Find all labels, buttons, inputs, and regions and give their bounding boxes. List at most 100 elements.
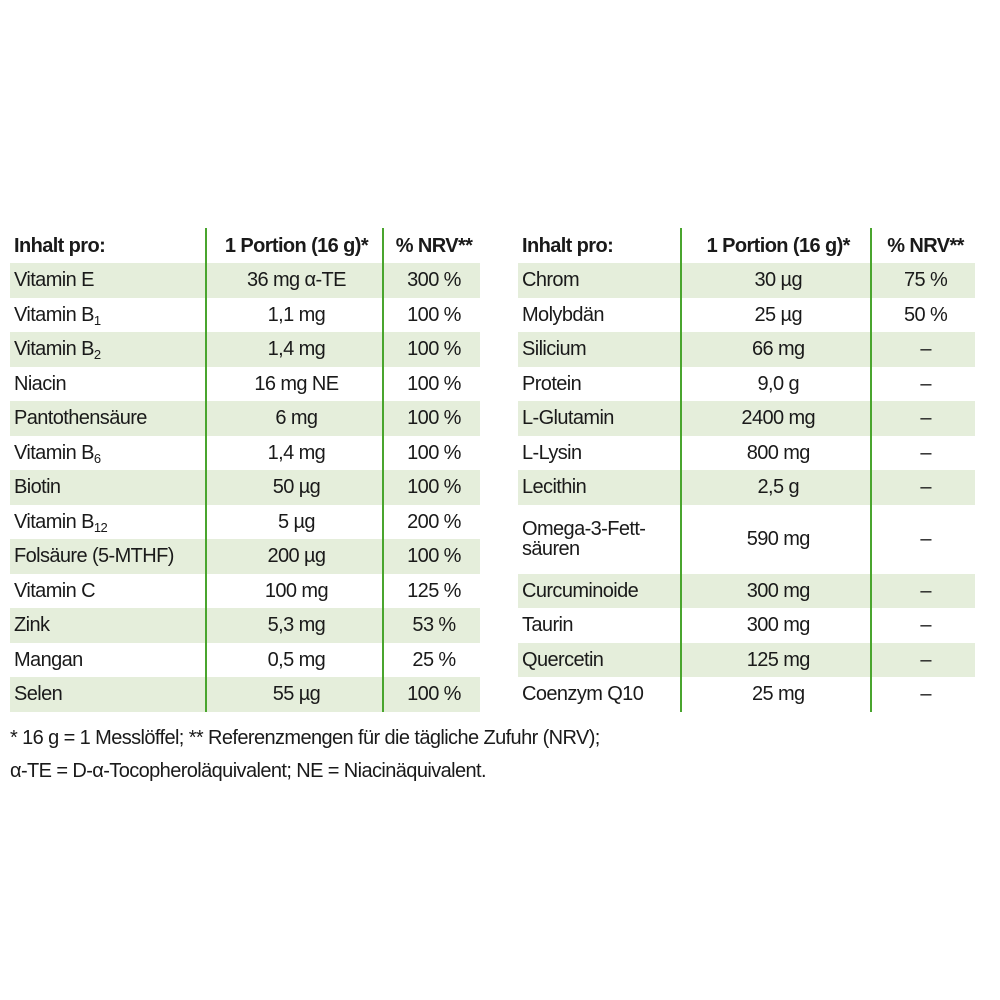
nutrient-name: Biotin <box>14 476 61 499</box>
amount-cell: 125 mg <box>680 642 872 677</box>
table-row: Biotin 50 µg 100 % <box>10 470 480 505</box>
nutrient-cell: Folsäure (5-MTHF) <box>10 539 206 574</box>
table-row: L-Glutamin 2400 mg – <box>518 401 975 436</box>
nutrient-cell: Niacin <box>10 367 206 402</box>
nrv-cell: 100 % <box>382 677 480 712</box>
nrv-cell: 50 % <box>870 297 975 332</box>
nutrient-subscript: 1 <box>93 312 101 328</box>
nutrient-cell: Vitamin B6 <box>10 436 206 471</box>
amount-cell: 300 mg <box>680 608 872 643</box>
amount-cell: 9,0 g <box>680 366 872 401</box>
header-nrv: % NRV** <box>870 228 975 263</box>
nrv-cell: – <box>870 332 975 367</box>
nutrient-cell: Taurin <box>518 608 681 643</box>
header-content: Inhalt pro: <box>14 234 106 257</box>
nutrient-name: Mangan <box>14 648 83 671</box>
header-content: Inhalt pro: <box>522 234 614 257</box>
nutrient-cell: Coenzym Q10 <box>518 677 681 712</box>
nutrient-cell: L-Glutamin <box>518 401 682 436</box>
nrv-cell: 100 % <box>382 297 480 332</box>
amount-cell: 800 mg <box>680 435 872 470</box>
nutrient-cell: Omega-3-Fett-säuren <box>518 505 681 574</box>
nrv-cell: 125 % <box>382 573 480 608</box>
nutrient-cell: Curcuminoide <box>518 573 682 608</box>
table-row: Vitamin B2 1,4 mg 100 % <box>10 332 480 367</box>
nutrition-table-right: Inhalt pro: 1 Portion (16 g)* % NRV** Ch… <box>518 228 975 712</box>
nrv-cell: 100 % <box>382 401 480 436</box>
footnote: * 16 g = 1 Messlöffel; ** Referenzmengen… <box>10 722 600 788</box>
nutrient-cell: Mangan <box>10 643 206 678</box>
nrv-cell: – <box>870 677 975 712</box>
nrv-cell: – <box>870 504 975 574</box>
table-row: Taurin 300 mg – <box>518 608 975 643</box>
amount-cell: 6 mg <box>204 401 384 436</box>
amount-cell: 200 µg <box>204 539 384 574</box>
amount-cell: 36 mg α-TE <box>204 263 384 298</box>
amount-cell: 100 mg <box>204 573 384 608</box>
amount-cell: 1,1 mg <box>204 297 384 332</box>
amount-cell: 5 µg <box>204 504 384 539</box>
nutrient-name: Lecithin <box>522 476 587 499</box>
nrv-cell: 100 % <box>382 539 480 574</box>
nutrition-table-left: Inhalt pro: 1 Portion (16 g)* % NRV** Vi… <box>10 228 480 712</box>
nutrient-name: Pantothensäure <box>14 407 147 430</box>
amount-cell: 55 µg <box>204 677 384 712</box>
nutrient-name: Vitamin B <box>14 338 94 361</box>
header-portion: 1 Portion (16 g)* <box>204 228 384 263</box>
table-row: Coenzym Q10 25 mg – <box>518 677 975 712</box>
nutrient-cell: L-Lysin <box>518 436 681 471</box>
table-row: Chrom 30 µg 75 % <box>518 263 975 298</box>
table-row: Vitamin B6 1,4 mg 100 % <box>10 435 480 471</box>
nutrient-name-cont: säuren <box>522 538 580 560</box>
nutrient-name: Folsäure (5-MTHF) <box>14 545 174 568</box>
amount-cell: 590 mg <box>680 504 872 574</box>
table-row: Mangan 0,5 mg 25 % <box>10 642 480 678</box>
nutrient-cell: Vitamin B12 <box>10 505 206 540</box>
nutrient-name: Niacin <box>14 372 67 395</box>
nutrient-cell: Quercetin <box>518 642 682 677</box>
nutrient-name: Selen <box>14 683 63 706</box>
nutrient-name: Vitamin C <box>14 579 96 602</box>
nrv-cell: – <box>870 573 975 608</box>
nutrient-cell: Zink <box>10 608 206 643</box>
amount-cell: 50 µg <box>204 470 384 505</box>
nrv-cell: – <box>870 366 975 401</box>
nrv-cell: 100 % <box>382 435 480 470</box>
amount-cell: 300 mg <box>680 573 872 608</box>
table-row: Omega-3-Fett-säuren 590 mg – <box>518 504 975 574</box>
nutrient-name: Quercetin <box>522 648 604 671</box>
nrv-cell: – <box>870 401 975 436</box>
table-row: Vitamin B12 5 µg 200 % <box>10 504 480 540</box>
nutrient-name: Taurin <box>522 614 573 637</box>
amount-cell: 0,5 mg <box>204 642 384 677</box>
nutrient-cell: Lecithin <box>518 470 682 505</box>
amount-cell: 1,4 mg <box>204 435 384 470</box>
nutrient-name: Silicium <box>522 338 587 361</box>
table-row: Vitamin E 36 mg α-TE 300 % <box>10 263 480 298</box>
table-row: Quercetin 125 mg – <box>518 642 975 677</box>
amount-cell: 25 µg <box>680 297 872 332</box>
nutrient-cell: Vitamin C <box>10 574 206 609</box>
nrv-cell: 100 % <box>382 470 480 505</box>
nutrient-cell: Chrom <box>518 263 682 298</box>
amount-cell: 1,4 mg <box>204 332 384 367</box>
nutrient-name: Chrom <box>522 269 580 292</box>
nutrient-name: Protein <box>522 372 582 395</box>
footnote-line-2: α-TE = D-α-Tocopheroläquivalent; NE = Ni… <box>10 760 487 782</box>
nrv-cell: 53 % <box>382 608 480 643</box>
table-row: Folsäure (5-MTHF) 200 µg 100 % <box>10 539 480 574</box>
table-row: L-Lysin 800 mg – <box>518 435 975 471</box>
amount-cell: 25 mg <box>680 677 872 712</box>
header-portion: 1 Portion (16 g)* <box>680 228 872 263</box>
nrv-cell: – <box>870 608 975 643</box>
table-row: Protein 9,0 g – <box>518 366 975 401</box>
table-row: Niacin 16 mg NE 100 % <box>10 366 480 402</box>
nutrient-cell: Molybdän <box>518 298 681 333</box>
nrv-cell: – <box>870 642 975 677</box>
footnote-line-1: * 16 g = 1 Messlöffel; ** Referenzmengen… <box>10 727 600 749</box>
table-row: Silicium 66 mg – <box>518 332 975 367</box>
header-nrv: % NRV** <box>382 228 480 263</box>
nrv-cell: 25 % <box>382 642 480 677</box>
nrv-cell: 75 % <box>870 263 975 298</box>
nrv-cell: 100 % <box>382 332 480 367</box>
